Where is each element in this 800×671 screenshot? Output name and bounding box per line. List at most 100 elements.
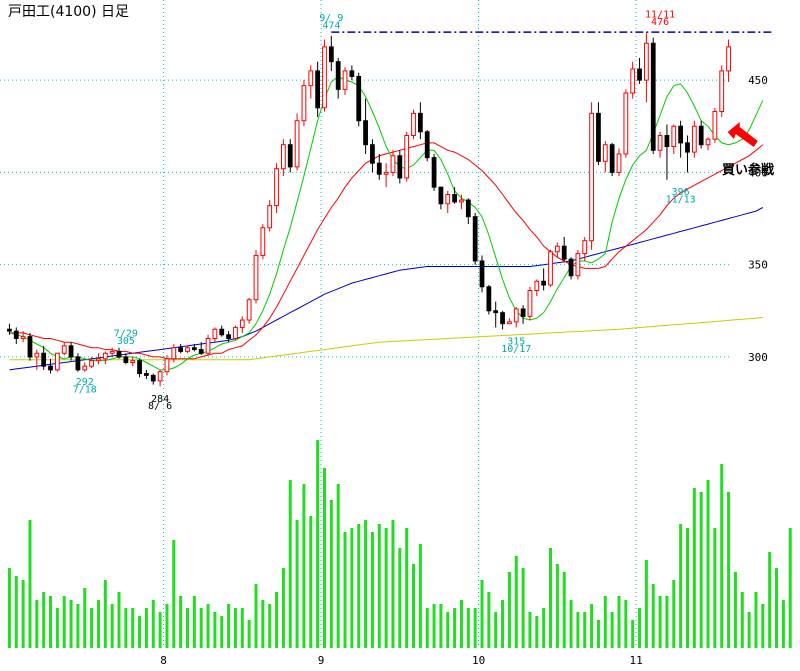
candle-up (212, 328, 218, 339)
candle-down (650, 42, 656, 151)
candle-up (274, 168, 279, 207)
volume-bar (569, 600, 573, 648)
candle-up (82, 365, 88, 371)
volume-bar (665, 596, 669, 648)
volume-bar (528, 612, 532, 648)
volume-bar (350, 528, 354, 648)
red-arrow (727, 122, 758, 147)
volume-bar (42, 592, 46, 648)
volume-bar (165, 604, 169, 648)
candle-up (644, 42, 649, 81)
candle-down (493, 310, 499, 314)
candle-down (137, 360, 142, 375)
candle-down (678, 125, 684, 144)
volume-bar (453, 608, 457, 648)
candle-up (102, 352, 108, 360)
volume-bar (35, 600, 39, 648)
volume-bar (240, 608, 244, 648)
candle-up (445, 194, 451, 205)
volume-bar (446, 612, 450, 648)
candle-down (561, 245, 567, 260)
volume-bar (514, 556, 518, 648)
candle-up (171, 347, 177, 360)
candle-down (376, 162, 382, 175)
candle-up (246, 299, 252, 321)
volume-bar (459, 600, 463, 648)
volume-bar (69, 600, 73, 648)
volume-bar (466, 608, 470, 648)
y-tick-label: 400 (748, 166, 768, 179)
candle-up (61, 345, 67, 354)
candle-down (664, 134, 670, 148)
axis-ticks: 300 350 400 450 8 9 10 11 (160, 74, 768, 667)
volume-bar (316, 440, 320, 648)
volume-bar (583, 612, 587, 648)
candle-up (459, 199, 464, 203)
price-annotation: 396 (672, 187, 690, 198)
candle-down (486, 286, 492, 312)
volume-bar (699, 492, 703, 648)
candle-down (452, 194, 457, 203)
volume-bar (788, 528, 792, 648)
candle-down (479, 260, 485, 288)
volume-bar (439, 604, 443, 648)
candle-up (691, 125, 697, 153)
candle-up (705, 138, 711, 146)
volume-bar (521, 568, 525, 648)
candle-up (109, 350, 115, 354)
price-annotation: 292 (76, 377, 94, 388)
volume-bar (21, 580, 25, 648)
volume-bar (706, 480, 710, 648)
candle-down (685, 142, 690, 153)
volume-bar (507, 572, 511, 648)
volume-bar (172, 540, 176, 648)
volume-bar (254, 584, 258, 648)
volume-bar (96, 600, 100, 648)
candle-up (253, 254, 259, 301)
volume-bar (261, 600, 265, 648)
volume-bar (103, 580, 107, 648)
volume-bar (14, 576, 18, 648)
volume-bar (138, 616, 142, 648)
candle-down (500, 312, 505, 325)
candle-down (472, 216, 478, 262)
price-annotation: 9/ 9 (319, 13, 343, 24)
candle-down (150, 374, 156, 382)
y-tick-label: 450 (748, 74, 768, 87)
volume-bar (761, 604, 765, 648)
candle-up (602, 144, 608, 162)
volume-bar (747, 612, 751, 648)
volume-bar (768, 552, 772, 648)
volume-bar (733, 572, 737, 648)
x-month-label: 11 (629, 654, 642, 667)
volume-bar (740, 592, 744, 648)
y-tick-label: 300 (748, 351, 768, 364)
volume-bar (418, 544, 422, 648)
price-annotation: 8/ 6 (148, 401, 172, 412)
volume-bar (199, 608, 203, 648)
volume-bars (7, 440, 792, 648)
price-annotation: 7/29 (114, 329, 138, 340)
volume-bar (590, 604, 594, 648)
price-annotation: 7/18 (73, 385, 97, 396)
candle-up (205, 337, 211, 354)
candle-up (411, 112, 416, 136)
volume-bar (781, 600, 785, 648)
volume-bar (624, 600, 628, 648)
candle-down (349, 70, 355, 77)
candle-up (301, 85, 307, 122)
candle-down (226, 334, 231, 339)
candle-down (315, 70, 321, 109)
candle-down (27, 336, 33, 358)
candle-up (54, 352, 60, 371)
volume-bar (679, 524, 683, 648)
candle-down (609, 144, 615, 173)
volume-bar (49, 596, 53, 648)
volume-bar (55, 608, 59, 648)
volume-bar (179, 596, 183, 648)
volume-bar (186, 608, 189, 648)
candle-down (41, 352, 47, 367)
candle-up (527, 290, 533, 317)
moving-average-lines (9, 75, 764, 371)
